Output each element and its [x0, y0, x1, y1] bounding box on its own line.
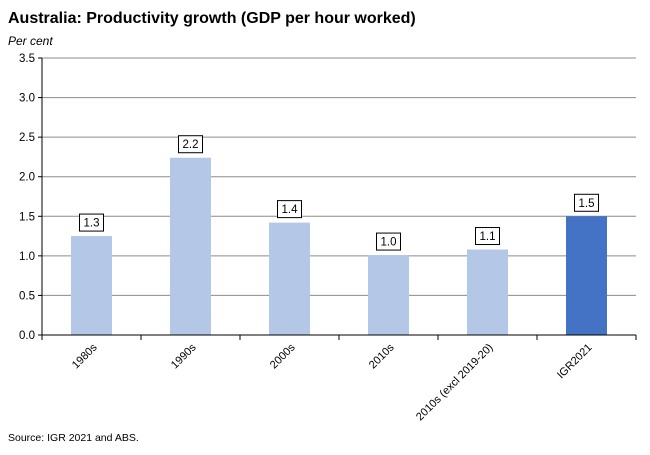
data-label: 1.3 [79, 213, 104, 232]
bars [71, 157, 607, 335]
bar [269, 222, 310, 335]
x-category-label: 2000s [268, 341, 298, 371]
bar [170, 157, 211, 335]
y-tick-label: 1.5 [19, 211, 35, 223]
data-label-box [475, 227, 500, 246]
data-label: 1.0 [376, 232, 401, 251]
data-label-text: 2.2 [183, 139, 199, 151]
y-tick-label: 2.5 [19, 132, 35, 144]
data-label-text: 1.4 [282, 204, 299, 216]
y-tick-label: 0.5 [19, 290, 35, 302]
data-label-box [178, 135, 203, 154]
data-label-text: 1.5 [579, 198, 595, 210]
data-label: 1.4 [277, 200, 302, 219]
y-tick-label: 1.0 [19, 251, 35, 263]
data-label-text: 1.0 [381, 237, 397, 249]
bar [566, 216, 607, 335]
data-label-box [79, 213, 104, 232]
data-label-box [376, 232, 401, 251]
data-label: 2.2 [178, 135, 203, 154]
data-label-box [574, 193, 599, 212]
data-label: 1.1 [475, 227, 500, 246]
y-tick-label: 0.0 [19, 330, 35, 342]
source-note: Source: IGR 2021 and ABS. [8, 432, 139, 444]
x-category-label: 2010s [367, 341, 397, 371]
x-category-label: 2010s (excl 2019-20) [414, 342, 496, 424]
x-axis-categories: 1980s 1990s 2000s 2010s 2010s (excl 2019-20)… [41, 335, 637, 424]
bar [467, 249, 508, 335]
gridlines [42, 57, 636, 296]
data-label-text: 1.3 [84, 218, 100, 230]
data-label-text: 1.1 [480, 231, 496, 243]
data-label-box [277, 200, 302, 219]
chart-title: Australia: Productivity growth (GDP per … [8, 10, 416, 27]
y-axis-ticks: 0.0 0.5 1.0 1.5 2.0 2.5 3.0 3.5 [19, 53, 43, 342]
bar [368, 255, 409, 335]
y-tick-label: 3.5 [19, 53, 35, 65]
bar [71, 236, 112, 335]
y-tick-label: 3.0 [19, 93, 35, 105]
x-category-label: 1990s [169, 341, 199, 371]
data-label: 1.5 [574, 193, 599, 212]
x-category-label: IGR2021 [555, 342, 595, 382]
x-category-label: 1980s [70, 341, 100, 371]
y-axis-unit-label: Per cent [8, 34, 53, 48]
data-labels: 1.3 2.2 1.4 1.0 1.1 1.5 [79, 135, 599, 251]
y-tick-label: 2.0 [19, 172, 35, 184]
